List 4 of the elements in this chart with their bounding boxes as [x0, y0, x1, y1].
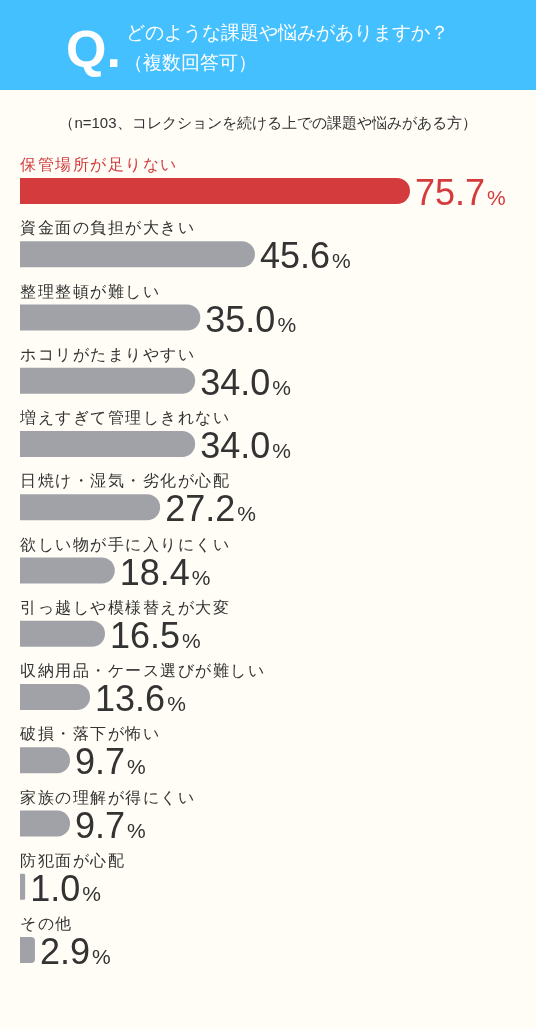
annotation: Q.	[66, 20, 121, 78]
annotation: （n=103、コレクションを続ける上での課題や悩みがある方）	[59, 114, 477, 131]
subtitle: （複数回答可）	[124, 52, 257, 73]
title: どのような課題や悩みがありますか？	[126, 22, 449, 43]
